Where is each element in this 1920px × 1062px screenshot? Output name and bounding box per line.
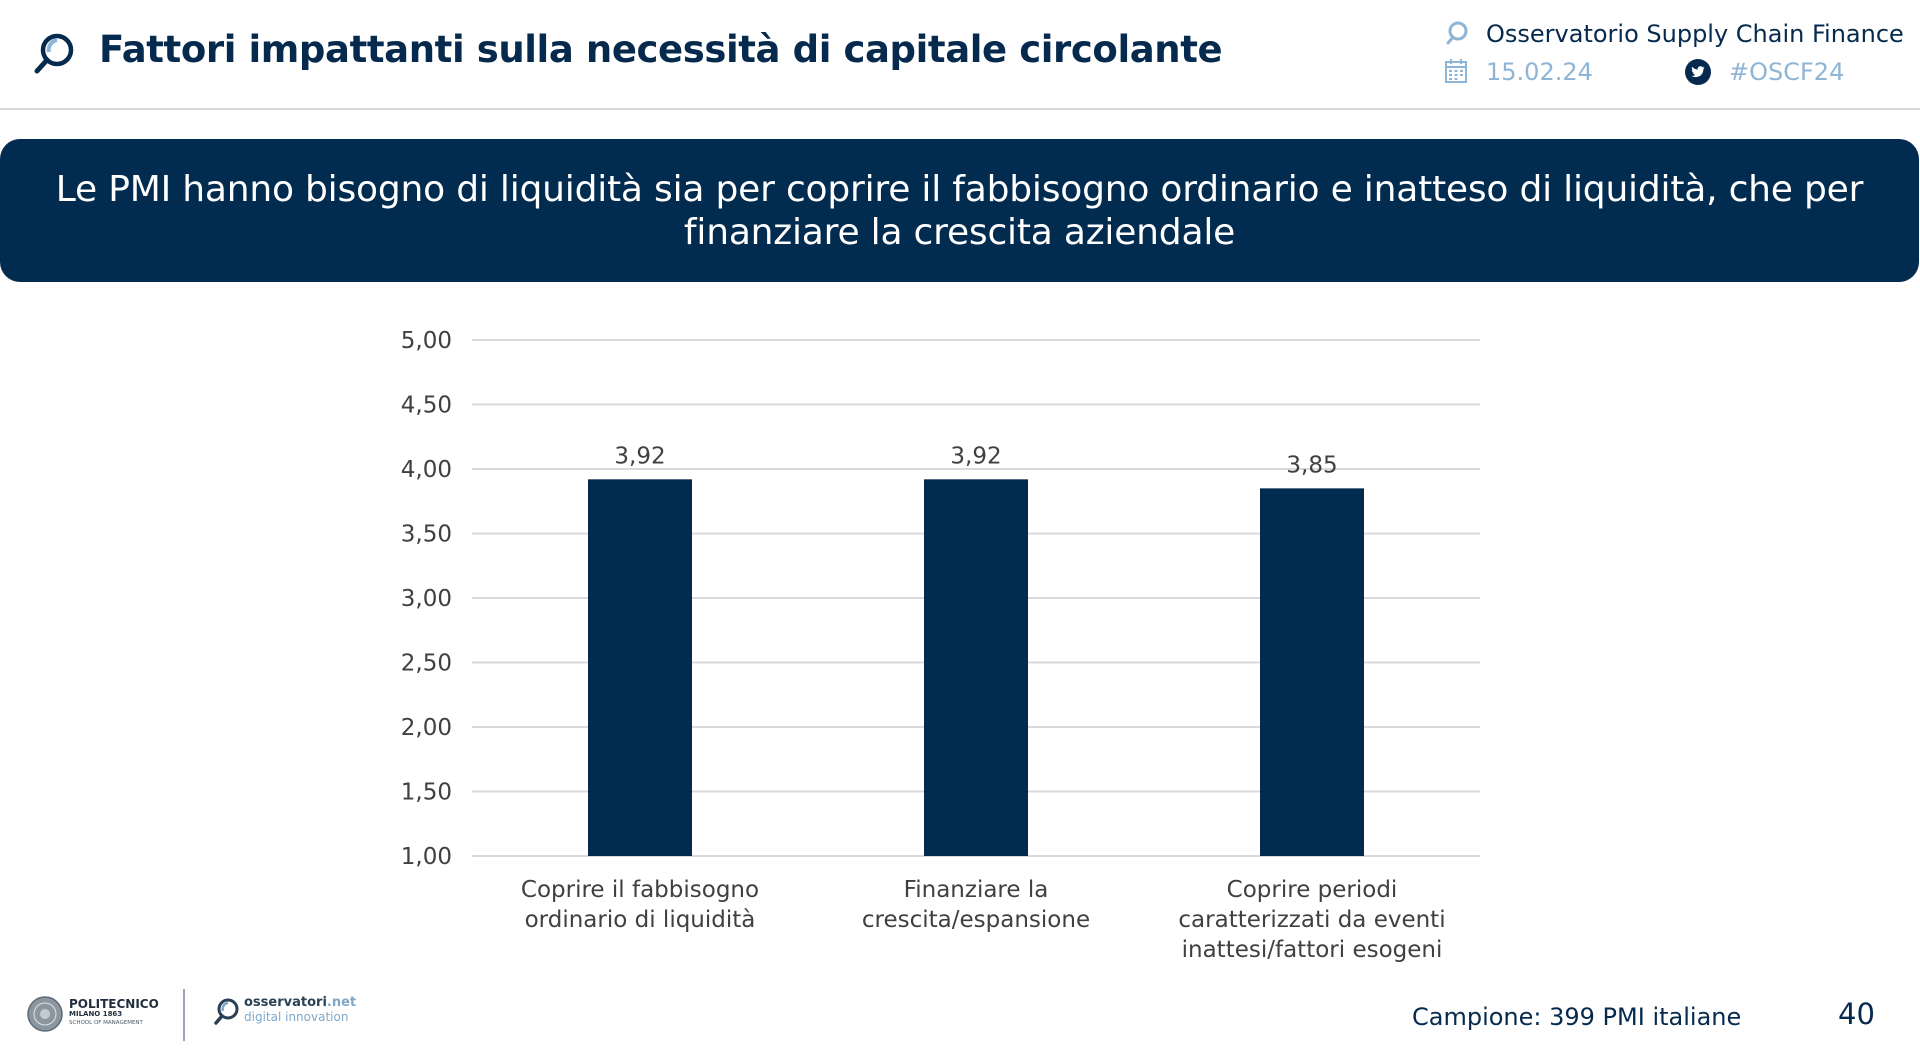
observatory-logo-icon	[1446, 21, 1468, 45]
osservatori-tagline: digital innovation	[244, 1010, 349, 1024]
headline-text: Le PMI hanno bisogno di liquidità sia pe…	[55, 168, 1864, 253]
date-label: 15.02.24	[1486, 58, 1593, 86]
politecnico-logo: POLITECNICO MILANO 1863 SCHOOL OF MANAGE…	[69, 998, 159, 1027]
header-divider	[0, 108, 1920, 110]
headline-banner: Le PMI hanno bisogno di liquidità sia pe…	[0, 139, 1919, 282]
data-label: 3,85	[1286, 452, 1337, 478]
x-tick-label: Coprire il fabbisogno	[521, 877, 759, 903]
footer-separator	[183, 989, 185, 1041]
x-tick-label: ordinario di liquidità	[525, 907, 756, 933]
bar	[588, 479, 692, 856]
x-tick-label: inattesi/fattori esogeni	[1182, 937, 1443, 963]
y-tick-label: 4,50	[401, 393, 452, 419]
bar	[924, 479, 1028, 856]
osservatori-name: osservatori	[244, 995, 327, 1010]
politecnico-city: MILANO 1863	[69, 1010, 123, 1018]
calendar-icon	[1445, 59, 1467, 83]
x-tick-label: Finanziare la	[904, 877, 1049, 903]
y-tick-label: 3,00	[401, 586, 452, 612]
y-tick-label: 5,00	[401, 328, 452, 354]
politecnico-school: SCHOOL OF MANAGEMENT	[69, 1020, 143, 1026]
osservatori-logo-icon	[214, 998, 239, 1025]
y-tick-label: 4,00	[401, 457, 452, 483]
politecnico-seal-icon	[27, 996, 63, 1032]
sample-note: Campione: 399 PMI italiane	[1412, 1003, 1742, 1031]
magnifier-logo-icon	[34, 33, 74, 74]
twitter-icon[interactable]	[1685, 59, 1711, 85]
x-tick-label: Coprire periodi	[1227, 877, 1398, 903]
page-title: Fattori impattanti sulla necessità di ca…	[99, 28, 1223, 71]
politecnico-name: POLITECNICO	[69, 997, 159, 1011]
y-tick-label: 3,50	[401, 522, 452, 548]
y-tick-label: 2,50	[401, 651, 452, 677]
y-tick-label: 2,00	[401, 715, 452, 741]
observatory-name: Osservatorio Supply Chain Finance	[1486, 20, 1904, 48]
hashtag-label[interactable]: #OSCF24	[1729, 58, 1845, 86]
data-label: 3,92	[614, 443, 665, 469]
bar	[1260, 488, 1364, 856]
y-tick-label: 1,50	[401, 780, 452, 806]
osservatori-logo: osservatori.net digital innovation	[244, 995, 357, 1025]
x-tick-label: caratterizzati da eventi	[1178, 907, 1445, 933]
data-label: 3,92	[950, 443, 1001, 469]
y-tick-label: 1,00	[401, 844, 452, 870]
osservatori-suffix: .net	[326, 995, 357, 1010]
page-number: 40	[1838, 997, 1875, 1031]
x-tick-label: crescita/espansione	[862, 907, 1090, 933]
